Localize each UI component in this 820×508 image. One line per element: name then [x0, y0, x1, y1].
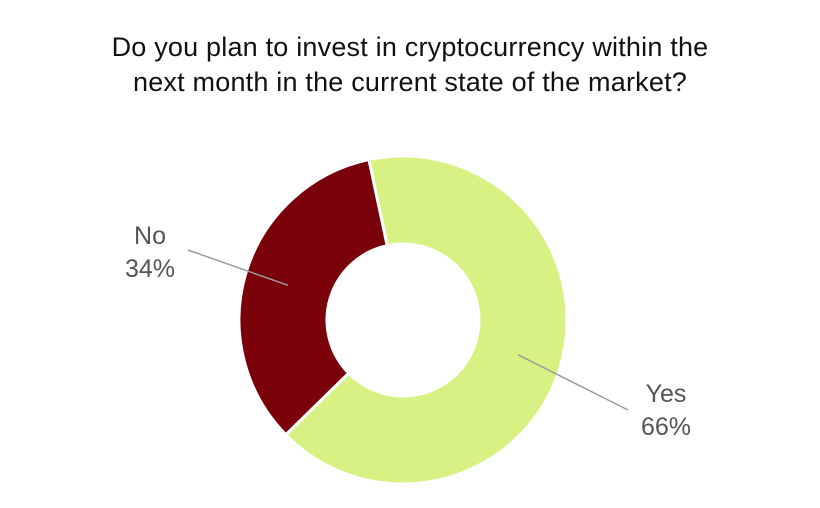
slice-no [237, 157, 389, 437]
chart-title-line-2: next month in the current state of the m… [133, 67, 687, 97]
chart-title: Do you plan to invest in cryptocurrency … [0, 30, 820, 100]
data-label-no-value: 34% [125, 255, 175, 283]
chart-title-line-1: Do you plan to invest in cryptocurrency … [111, 32, 709, 62]
leader-line-yes [517, 354, 629, 411]
slice-yes [283, 154, 569, 486]
leader-line-no [187, 249, 289, 287]
data-label-yes-category: Yes [646, 380, 687, 408]
data-label-no-category: No [134, 222, 166, 250]
data-label-yes-value: 66% [641, 413, 691, 441]
